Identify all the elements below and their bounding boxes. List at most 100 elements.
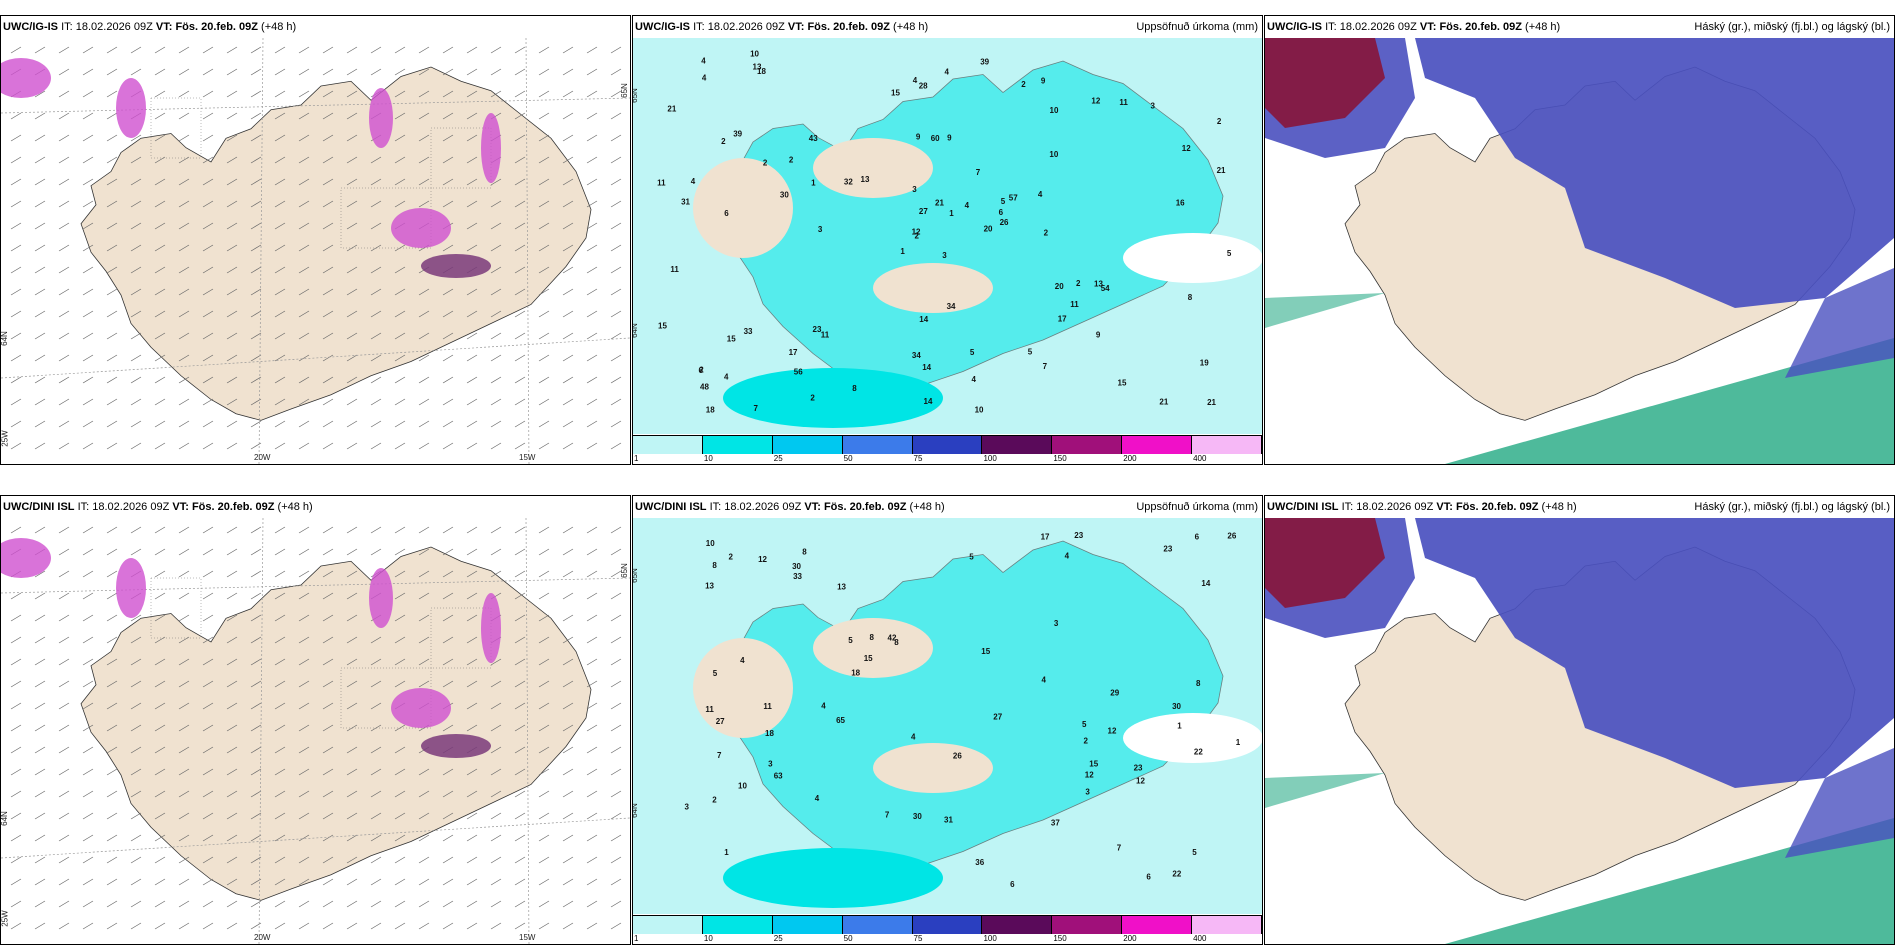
wind-barb	[322, 746, 334, 754]
wind-barb	[322, 658, 334, 666]
wind-barb	[346, 856, 358, 864]
wind-barb	[610, 200, 622, 208]
colorbar-tick: 400	[1193, 454, 1207, 463]
wind-barb	[586, 266, 598, 274]
wind-barb	[82, 658, 94, 666]
wind-barb	[274, 702, 286, 710]
precip-blob	[421, 254, 491, 278]
wind-barb	[610, 570, 622, 578]
wind-barb	[106, 592, 118, 600]
wind-barb	[10, 746, 22, 754]
wind-barb	[442, 46, 454, 54]
wind-barb	[34, 680, 46, 688]
wind-barb	[514, 68, 526, 76]
wind-barb	[58, 68, 70, 76]
wind-barb	[154, 288, 166, 296]
wind-barb	[154, 526, 166, 534]
colorbar-tick: 25	[773, 454, 783, 463]
wind-barb	[466, 834, 478, 842]
wind-barb	[610, 442, 622, 450]
wind-barb	[538, 636, 550, 644]
wind-barb	[34, 376, 46, 384]
wind-barb	[586, 288, 598, 296]
wind-barb	[370, 200, 382, 208]
wind-barb	[250, 658, 262, 666]
wind-barb	[58, 134, 70, 142]
wind-barb	[490, 878, 502, 886]
wind-barb	[10, 442, 22, 450]
wind-barb	[226, 746, 238, 754]
wind-barb	[562, 834, 574, 842]
wind-barb	[154, 178, 166, 186]
wind-barb	[226, 156, 238, 164]
wind-barb	[538, 46, 550, 54]
wind-barb	[250, 310, 262, 318]
wind-barb	[394, 288, 406, 296]
wind-barb	[10, 526, 22, 534]
wind-barb	[58, 46, 70, 54]
wind-barb	[58, 922, 70, 930]
precip-value: 12	[912, 228, 921, 237]
wind-barb	[538, 592, 550, 600]
precip-value: 1	[1177, 721, 1182, 730]
wind-barb	[346, 614, 358, 622]
wind-barb	[466, 658, 478, 666]
wind-barb	[346, 680, 358, 688]
wind-barb	[370, 636, 382, 644]
precip-value: 3	[1151, 101, 1156, 110]
colorbar-swatch	[982, 436, 1053, 454]
wind-barb	[586, 790, 598, 798]
wind-barb	[514, 856, 526, 864]
wind-barb	[562, 398, 574, 406]
wind-barb	[34, 790, 46, 798]
wind-barb	[82, 156, 94, 164]
precip-value: 12	[1091, 97, 1100, 106]
wind-barb	[346, 178, 358, 186]
wind-barb	[298, 812, 310, 820]
wind-barb	[154, 90, 166, 98]
wind-barb	[418, 310, 430, 318]
wind-barb	[490, 526, 502, 534]
wind-barb	[250, 442, 262, 450]
wind-barb	[82, 376, 94, 384]
wind-barb	[490, 178, 502, 186]
wind-barb	[562, 244, 574, 252]
wind-barb	[418, 156, 430, 164]
wind-barb	[418, 878, 430, 886]
colorbar-tick: 100	[983, 454, 997, 463]
wind-map-svg	[1, 518, 630, 944]
wind-barb	[322, 834, 334, 842]
wind-barb	[82, 592, 94, 600]
wind-barb	[154, 354, 166, 362]
precip-value: 13	[753, 63, 762, 72]
wind-barb	[322, 354, 334, 362]
precip-value: 43	[809, 134, 818, 143]
wind-barb	[58, 178, 70, 186]
wind-barb	[250, 526, 262, 534]
precip-map: 3 2 2 2 5 11 9 9 10 20 18 21 6 2 1 10 7 9 7 33 13 48 56 60 57 54 3…	[633, 38, 1262, 434]
wind-barb	[538, 266, 550, 274]
wind-barb	[34, 724, 46, 732]
wind-barb	[538, 244, 550, 252]
wind-barb	[274, 680, 286, 688]
wind-barb	[226, 200, 238, 208]
precip-value: 1	[900, 247, 905, 256]
wind-barb	[154, 922, 166, 930]
wind-barb	[178, 768, 190, 776]
wind-barb	[370, 658, 382, 666]
wind-barb	[226, 46, 238, 54]
wind-barb	[442, 878, 454, 886]
wind-barb	[586, 570, 598, 578]
wind-barb	[418, 900, 430, 908]
precip-value: 6	[724, 209, 729, 218]
wind-barb	[394, 266, 406, 274]
colorbar-swatch	[1052, 436, 1123, 454]
wind-barb	[370, 332, 382, 340]
wind-barb	[418, 614, 430, 622]
colorbar-tick: 50	[843, 934, 853, 943]
wind-barb	[226, 310, 238, 318]
precip-value: 5	[1001, 197, 1006, 206]
wind-barb	[586, 900, 598, 908]
wind-barb	[466, 636, 478, 644]
wind-barb	[538, 746, 550, 754]
